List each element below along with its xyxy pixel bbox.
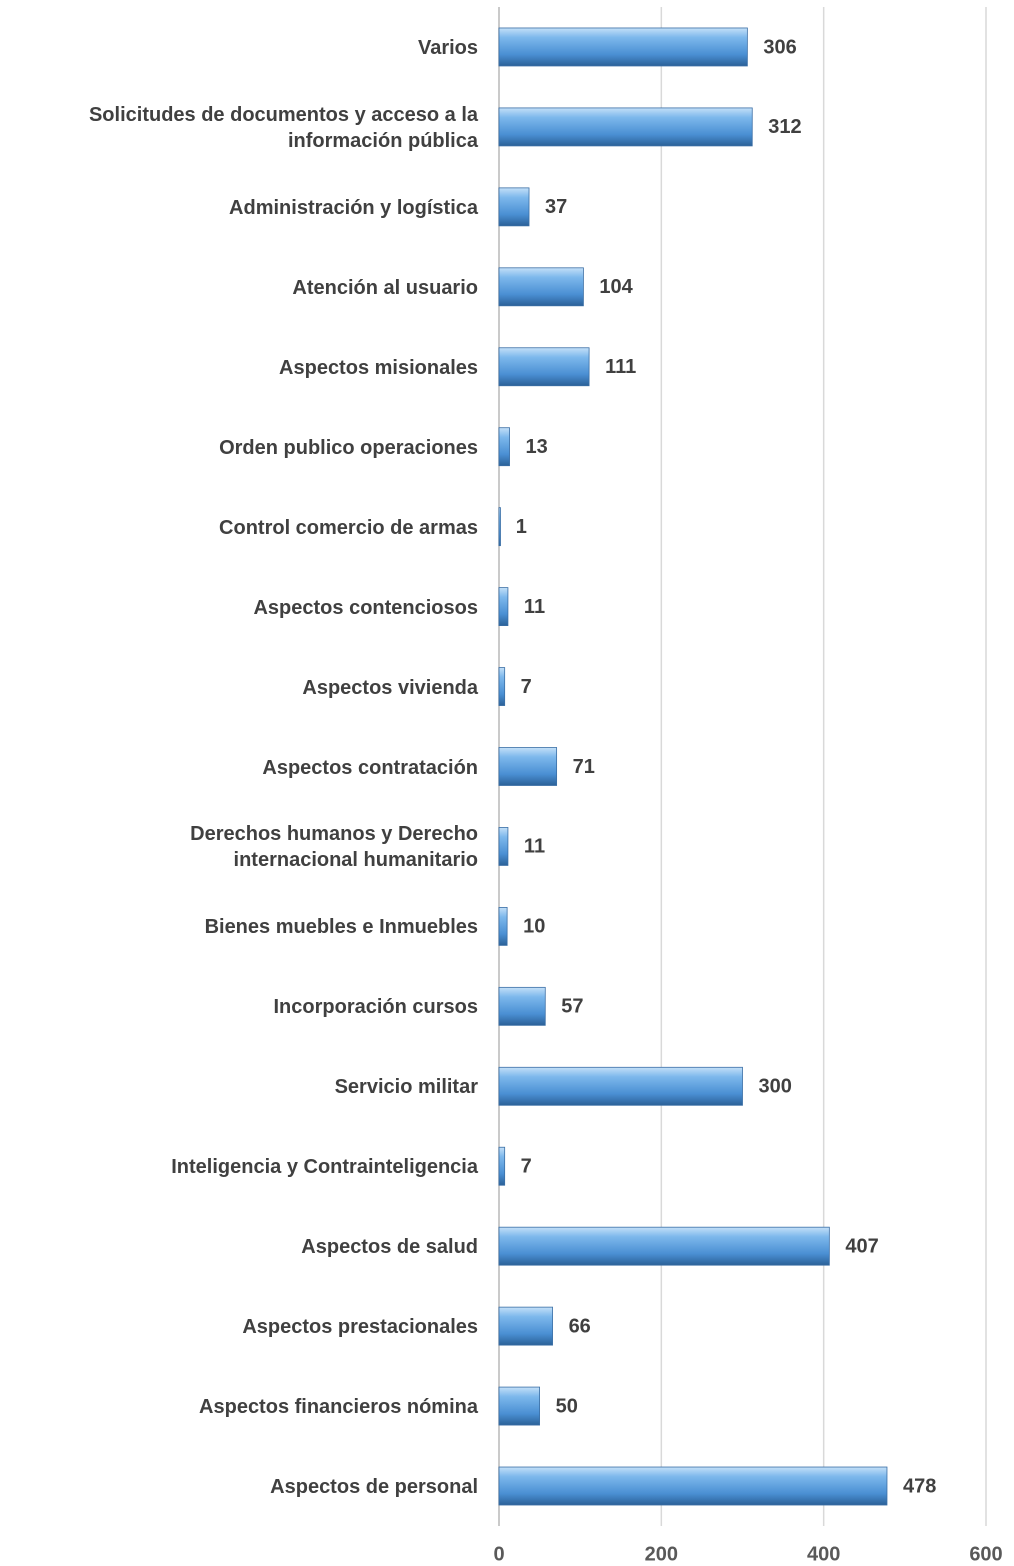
y-tick-label: Orden publico operaciones <box>219 436 478 459</box>
value-label: 300 <box>759 1076 792 1098</box>
bar <box>498 1226 830 1266</box>
bar <box>498 1306 553 1346</box>
y-tick-label: Aspectos prestacionales <box>242 1316 478 1339</box>
bar <box>498 1386 540 1426</box>
y-tick-label: Aspectos contratación <box>262 756 478 779</box>
y-tick-label: Varios <box>417 36 478 59</box>
value-label: 13 <box>526 436 548 458</box>
value-label: 7 <box>521 1156 532 1178</box>
y-tick-label: Bienes muebles e Inmuebles <box>204 916 478 939</box>
value-label: 37 <box>545 196 567 218</box>
value-label: 11 <box>524 836 545 858</box>
bar <box>498 187 530 227</box>
bar <box>498 986 546 1026</box>
y-tick-label: Incorporación cursos <box>273 996 479 1019</box>
x-tick-label: 400 <box>807 1543 840 1565</box>
value-label: 104 <box>599 276 633 298</box>
value-label: 71 <box>573 756 595 778</box>
y-tick-label: Derechos humanos y Derecho internacional… <box>190 823 478 872</box>
value-label: 11 <box>524 596 545 618</box>
bar <box>498 827 509 866</box>
bar <box>498 587 509 627</box>
bar <box>498 906 508 946</box>
y-tick-label: Aspectos de salud <box>301 1236 478 1259</box>
x-tick-label: 600 <box>969 1543 1002 1565</box>
bar <box>498 667 506 706</box>
value-label: 312 <box>768 116 801 138</box>
bar <box>498 747 558 786</box>
value-label: 111 <box>605 356 636 378</box>
y-tick-label: Control comercio de armas <box>219 516 478 539</box>
value-label: 407 <box>845 1235 878 1257</box>
y-tick-label: Aspectos contenciosos <box>253 596 478 619</box>
bar <box>498 27 748 67</box>
bar <box>498 1066 743 1106</box>
y-tick-label: Inteligencia y Contrainteligencia <box>171 1156 478 1179</box>
bar <box>498 427 510 467</box>
value-label: 50 <box>556 1395 578 1417</box>
y-tick-label: Administración y logística <box>229 196 478 219</box>
value-label: 57 <box>561 996 583 1018</box>
bar <box>498 1466 888 1506</box>
y-tick-label: Aspectos de personal <box>270 1476 478 1499</box>
x-tick-label: 0 <box>493 1543 504 1565</box>
value-label: 1 <box>516 516 527 538</box>
bar <box>498 107 753 147</box>
y-tick-label: Servicio militar <box>334 1076 478 1099</box>
value-label: 478 <box>903 1475 936 1497</box>
bar <box>498 267 584 307</box>
y-tick-label: Solicitudes de documentos y acceso a la … <box>88 103 478 152</box>
y-tick-label: Aspectos vivienda <box>302 676 478 699</box>
y-tick-label: Aspectos misionales <box>279 356 478 379</box>
y-tick-label: Atención al usuario <box>292 276 478 299</box>
bar <box>498 1146 506 1186</box>
value-label: 10 <box>523 916 545 938</box>
value-label: 66 <box>569 1315 591 1337</box>
value-label: 306 <box>763 36 796 58</box>
value-label: 7 <box>521 676 532 698</box>
x-tick-label: 200 <box>645 1543 678 1565</box>
y-tick-label: Aspectos financieros nómina <box>199 1396 478 1419</box>
bar <box>498 347 590 387</box>
bar <box>498 507 501 547</box>
